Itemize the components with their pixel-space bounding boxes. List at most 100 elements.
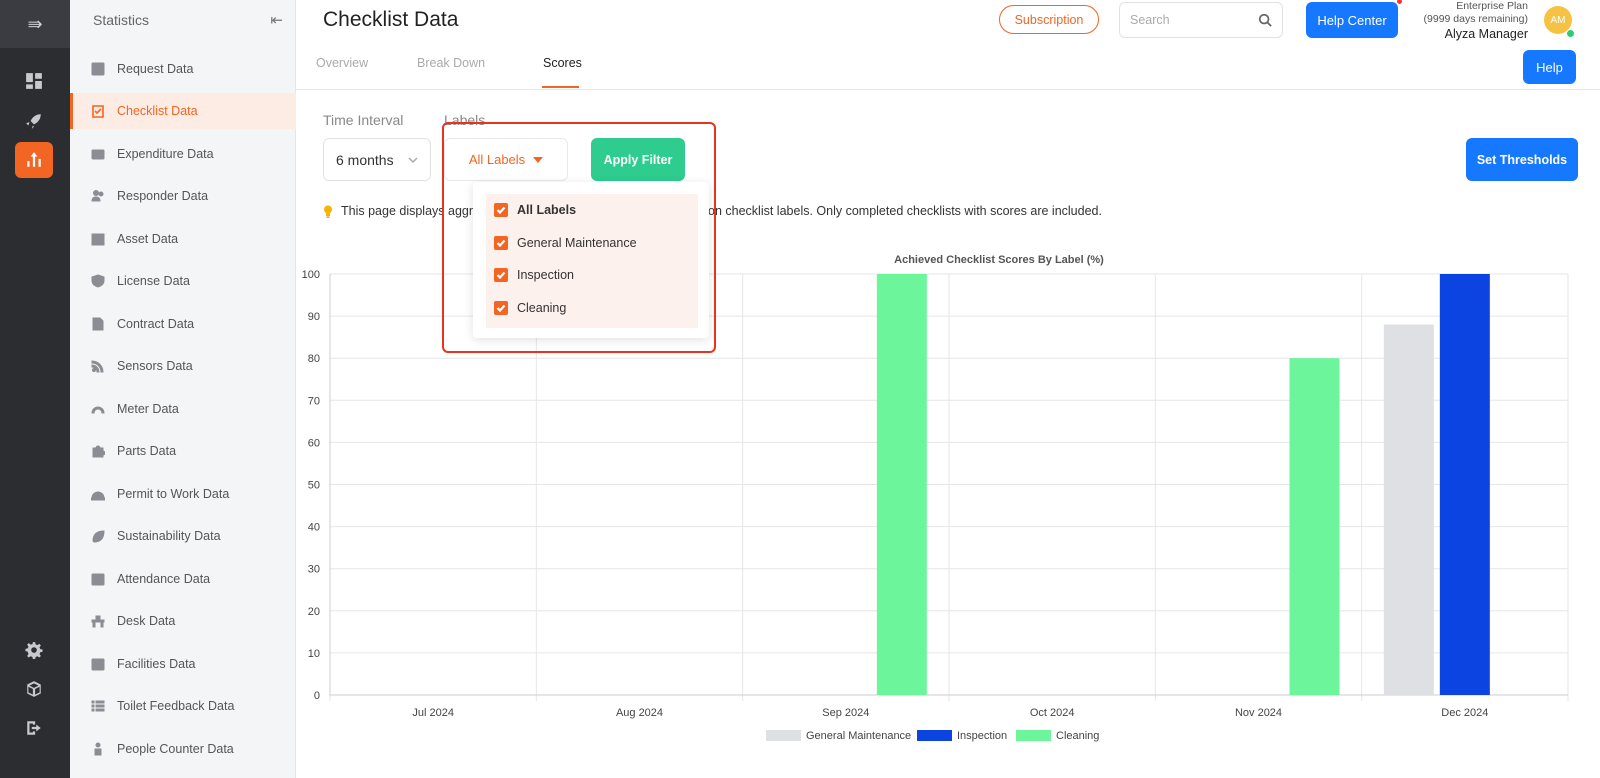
checkbox-checked-icon[interactable]: [494, 268, 508, 282]
sidebar-item-parts-data[interactable]: Parts Data: [70, 433, 296, 469]
time-interval-select[interactable]: 6 months: [323, 138, 431, 181]
box-icon: [91, 232, 105, 246]
label-option-text: Cleaning: [517, 301, 567, 315]
page-title: Checklist Data: [323, 8, 459, 31]
sidebar-item-contract-data[interactable]: Contract Data: [70, 306, 296, 342]
chart-title: Achieved Checklist Scores By Label (%): [894, 254, 1104, 266]
sidebar-item-attendance-data[interactable]: Attendance Data: [70, 561, 296, 597]
sidebar-item-sustainability-data[interactable]: Sustainability Data: [70, 518, 296, 554]
sidebar-item-desk-data[interactable]: Desk Data: [70, 603, 296, 639]
checkbox-checked-icon[interactable]: [494, 203, 508, 217]
bar-inspection-dec-2024: [1439, 274, 1490, 695]
legend-swatch: [1016, 730, 1051, 741]
calendar-plus-icon: [91, 657, 105, 671]
legend-label: General Maintenance: [806, 730, 911, 742]
label-option-text: Inspection: [517, 268, 574, 282]
y-tick-label: 60: [308, 437, 320, 449]
wallet-icon: [91, 147, 105, 161]
puzzle-icon: [91, 444, 105, 458]
help-button[interactable]: Help: [1523, 50, 1576, 84]
apply-filter-button[interactable]: Apply Filter: [591, 138, 685, 181]
leaf-icon: [91, 529, 105, 543]
label-option-inspection[interactable]: Inspection: [494, 268, 574, 282]
checkbox-checked-icon[interactable]: [494, 301, 508, 315]
sidebar-item-meter-data[interactable]: Meter Data: [70, 391, 296, 427]
label-option-general-maintenance[interactable]: General Maintenance: [494, 236, 637, 250]
gauge-icon: [91, 402, 105, 416]
sidebar-item-checklist-data[interactable]: Checklist Data: [70, 93, 296, 129]
subscription-button[interactable]: Subscription: [999, 5, 1099, 34]
sidebar-item-asset-data[interactable]: Asset Data: [70, 221, 296, 257]
active-tab-indicator: [542, 86, 579, 88]
label-option-text: All Labels: [517, 203, 577, 217]
sidebar-item-responder-data[interactable]: Responder Data: [70, 178, 296, 214]
sidebar-item-sensors-data[interactable]: Sensors Data: [70, 348, 296, 384]
plan-name: Enterprise Plan: [1456, 0, 1528, 12]
sidebar-item-label: Attendance Data: [117, 572, 211, 586]
main-content: Checklist Data Subscription Search Help …: [296, 0, 1600, 778]
search-placeholder: Search: [1130, 13, 1170, 27]
sidebar-item-label: People Counter Data: [117, 742, 234, 756]
y-tick-label: 10: [308, 648, 320, 660]
settings-icon[interactable]: [15, 632, 53, 668]
rocket-icon[interactable]: [15, 103, 53, 139]
expand-menu-icon[interactable]: ⇛: [0, 0, 70, 48]
labels-value: All Labels: [468, 152, 526, 167]
x-tick-label: Jul 2024: [412, 707, 454, 719]
logout-icon[interactable]: [15, 710, 53, 746]
help-center-button[interactable]: Help Center: [1306, 2, 1398, 38]
search-icon[interactable]: [1258, 13, 1272, 27]
set-thresholds-button[interactable]: Set Thresholds: [1466, 138, 1578, 181]
caret-down-icon: [533, 156, 544, 163]
label-option-text: General Maintenance: [517, 236, 637, 250]
statistics-icon[interactable]: [15, 142, 53, 178]
sidebar-item-expenditure-data[interactable]: Expenditure Data: [70, 136, 296, 172]
checkbox-checked-icon[interactable]: [494, 236, 508, 250]
sidebar-item-label: Asset Data: [117, 232, 179, 246]
helmet-icon: [91, 487, 105, 501]
sidebar-item-people-counter-data[interactable]: People Counter Data: [70, 731, 296, 767]
y-tick-label: 0: [314, 690, 320, 702]
rss-icon: [91, 359, 105, 373]
x-tick-label: Dec 2024: [1441, 707, 1488, 719]
sidebar-item-permit-to-work-data[interactable]: Permit to Work Data: [70, 476, 296, 512]
bar-general-maintenance-dec-2024: [1383, 324, 1434, 695]
shield-icon: [91, 274, 105, 288]
contract-icon: [91, 317, 105, 331]
lightbulb-icon: [324, 205, 332, 218]
sidebar-title: Statistics: [93, 12, 150, 28]
sidebar-item-label: Contract Data: [117, 317, 195, 331]
chevron-down-icon: [408, 156, 418, 163]
time-interval-value: 6 months: [336, 151, 394, 168]
labels-select[interactable]: All Labels: [444, 138, 568, 181]
tab-overview[interactable]: Overview: [316, 56, 369, 70]
online-status-dot: [1566, 29, 1575, 38]
x-tick-label: Aug 2024: [616, 707, 663, 719]
label-option-cleaning[interactable]: Cleaning: [494, 301, 566, 315]
tab-break-down[interactable]: Break Down: [417, 56, 486, 70]
legend-label: Inspection: [957, 730, 1007, 742]
sidebar-item-label: Permit to Work Data: [117, 487, 230, 501]
sidebar-item-toilet-feedback-data[interactable]: Toilet Feedback Data: [70, 688, 296, 724]
info-message: This page displays aggr on checklist lab…: [323, 204, 1102, 218]
search-input[interactable]: Search: [1119, 2, 1283, 38]
labels-label: Labels: [444, 112, 486, 128]
dashboard-icon[interactable]: [15, 63, 53, 99]
sidebar-item-label: Facilities Data: [117, 657, 196, 671]
sidebar-item-label: Request Data: [117, 62, 194, 76]
cube-icon[interactable]: [15, 671, 53, 707]
x-tick-label: Sep 2024: [822, 707, 869, 719]
label-option-all-labels[interactable]: All Labels: [494, 203, 576, 217]
bar-cleaning-nov-2024: [1289, 358, 1340, 695]
collapse-sidebar-icon[interactable]: ⇤: [270, 12, 283, 29]
tab-scores[interactable]: Scores: [543, 56, 582, 70]
list-icon: [91, 699, 105, 713]
sidebar-item-label: Responder Data: [117, 189, 209, 203]
user-name[interactable]: Alyza Manager: [1444, 27, 1528, 41]
users-icon: [91, 189, 105, 203]
icon-rail: ⇛: [0, 0, 70, 778]
sidebar-item-request-data[interactable]: Request Data: [70, 51, 296, 87]
sidebar-item-facilities-data[interactable]: Facilities Data: [70, 646, 296, 682]
sidebar-item-license-data[interactable]: License Data: [70, 263, 296, 299]
sidebar-item-label: Sustainability Data: [117, 529, 221, 543]
